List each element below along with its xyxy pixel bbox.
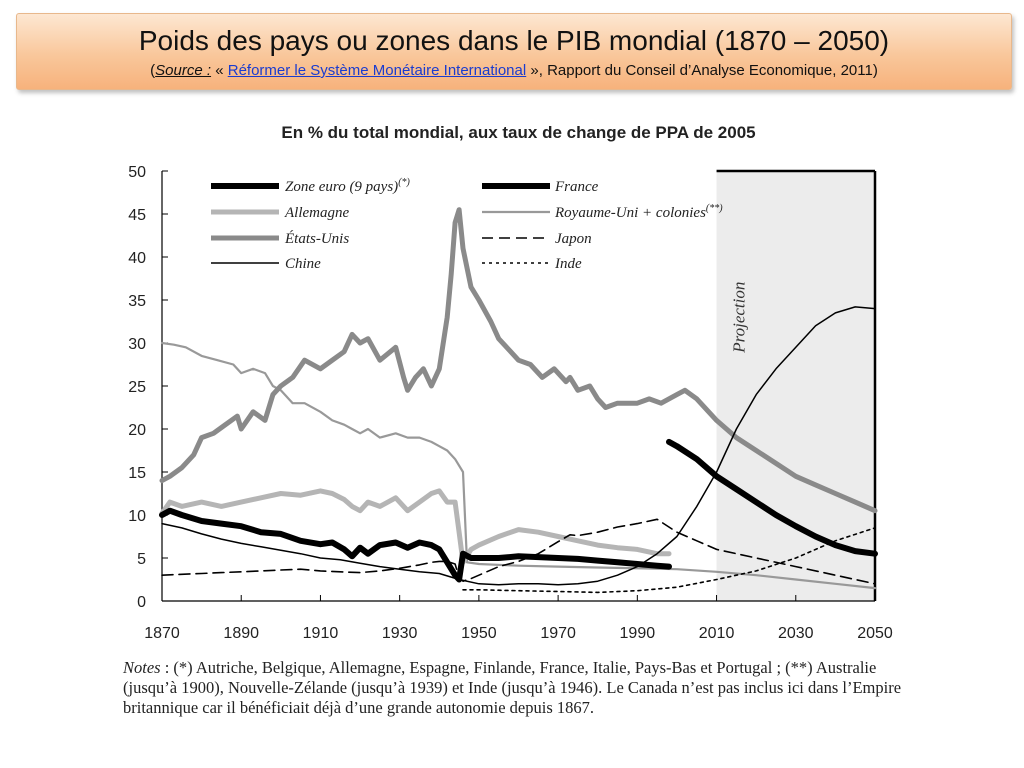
source-post: », Rapport du Conseil d’Analyse Economiq… (526, 62, 878, 79)
projection-label: Projection (730, 282, 749, 354)
series-line-japon (161, 518, 876, 585)
y-tick-label: 10 (128, 508, 146, 525)
slide-source: (Source : « Réformer le Système Monétair… (17, 62, 1011, 80)
chart-title: En % du total mondial, aux taux de chang… (281, 123, 755, 142)
x-tick-label: 1870 (144, 625, 180, 642)
notes-label: Notes (123, 658, 161, 677)
y-tick-label: 35 (128, 293, 146, 310)
x-tick-label: 1890 (223, 625, 259, 642)
notes-text: : (*) Autriche, Belgique, Allemagne, Esp… (123, 658, 902, 717)
legend-entry: Allemagne (284, 205, 349, 221)
y-tick-label: 15 (128, 465, 146, 482)
series-line-allemagne (159, 488, 672, 565)
x-tick-label: 1970 (540, 625, 576, 642)
title-banner: Poids des pays ou zones dans le PIB mond… (16, 13, 1012, 90)
slide-title: Poids des pays ou zones dans le PIB mond… (138, 25, 890, 56)
x-tick-label: 1910 (303, 625, 339, 642)
x-tick-label: 1950 (461, 625, 497, 642)
legend-entry: Japon (555, 231, 592, 247)
legend-entry: Royaume-Uni + colonies(**) (554, 203, 723, 221)
projection-area (716, 171, 875, 601)
chart-notes: Notes : (*) Autriche, Belgique, Allemagn… (123, 658, 913, 718)
legend-superscript: (*) (398, 177, 410, 188)
y-tick-label: 30 (128, 336, 146, 353)
y-tick-label: 25 (128, 379, 146, 396)
y-tick-label: 0 (137, 594, 146, 611)
legend: Zone euro (9 pays)(*) France Allemagne Roya… (211, 177, 723, 272)
series-line-inde (462, 527, 876, 594)
legend-entry: États-Unis (284, 230, 349, 247)
y-tick-label: 40 (128, 250, 146, 267)
legend-entry: France (554, 179, 599, 195)
x-tick-label: 1930 (382, 625, 418, 642)
source-link[interactable]: Réformer le Système Monétaire Internatio… (227, 62, 527, 79)
y-tick-label: 20 (128, 422, 146, 439)
series-line-chine (161, 306, 876, 586)
series-line-zone-euro-9-pays- (159, 507, 672, 583)
y-tick-label: 50 (128, 164, 146, 181)
x-tick-label: 2030 (778, 625, 814, 642)
x-tick-label: 1990 (620, 625, 656, 642)
source-label: Source : (155, 62, 212, 79)
series-line-france (666, 438, 878, 557)
x-tick-label: 2010 (699, 625, 735, 642)
y-tick-label: 45 (128, 207, 146, 224)
series-line--tats-unis (159, 207, 878, 514)
source-pre: « (211, 62, 228, 79)
legend-entry: Zone euro (9 pays)(*) (285, 177, 411, 195)
legend-entry: Chine (285, 256, 321, 272)
y-tick-label: 5 (137, 551, 146, 568)
source-open: ( (150, 62, 156, 79)
legend-superscript: (**) (706, 203, 723, 214)
series-line-royaume-uni-colonies (160, 341, 877, 590)
legend-entry: Inde (554, 256, 582, 272)
x-tick-label: 2050 (857, 625, 893, 642)
